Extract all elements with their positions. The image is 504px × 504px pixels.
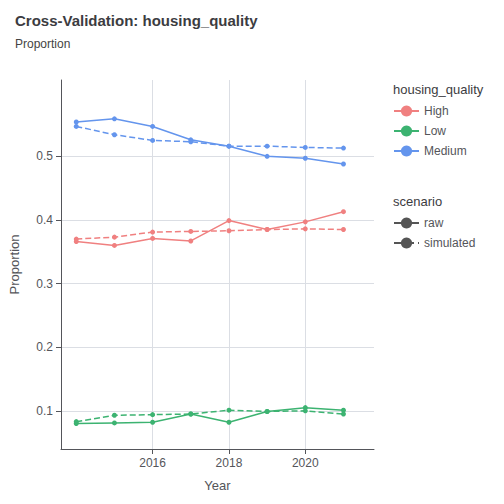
svg-text:2016: 2016	[139, 456, 166, 470]
svg-text:High: High	[424, 104, 449, 118]
svg-text:2018: 2018	[216, 456, 243, 470]
svg-text:0.1: 0.1	[36, 404, 53, 418]
svg-text:simulated: simulated	[424, 236, 475, 250]
svg-text:scenario: scenario	[393, 194, 442, 209]
svg-text:Low: Low	[424, 124, 446, 138]
svg-text:0.2: 0.2	[36, 340, 53, 354]
svg-text:Cross-Validation: housing_qual: Cross-Validation: housing_quality	[15, 12, 258, 29]
svg-text:Medium: Medium	[424, 144, 467, 158]
svg-text:0.5: 0.5	[36, 149, 53, 163]
svg-text:Year: Year	[204, 478, 231, 493]
svg-text:Proportion: Proportion	[7, 235, 22, 295]
svg-text:Proportion: Proportion	[15, 37, 70, 51]
svg-text:2020: 2020	[292, 456, 319, 470]
svg-text:raw: raw	[424, 216, 444, 230]
svg-text:housing_quality: housing_quality	[393, 82, 484, 97]
svg-text:0.3: 0.3	[36, 277, 53, 291]
svg-text:0.4: 0.4	[36, 213, 53, 227]
